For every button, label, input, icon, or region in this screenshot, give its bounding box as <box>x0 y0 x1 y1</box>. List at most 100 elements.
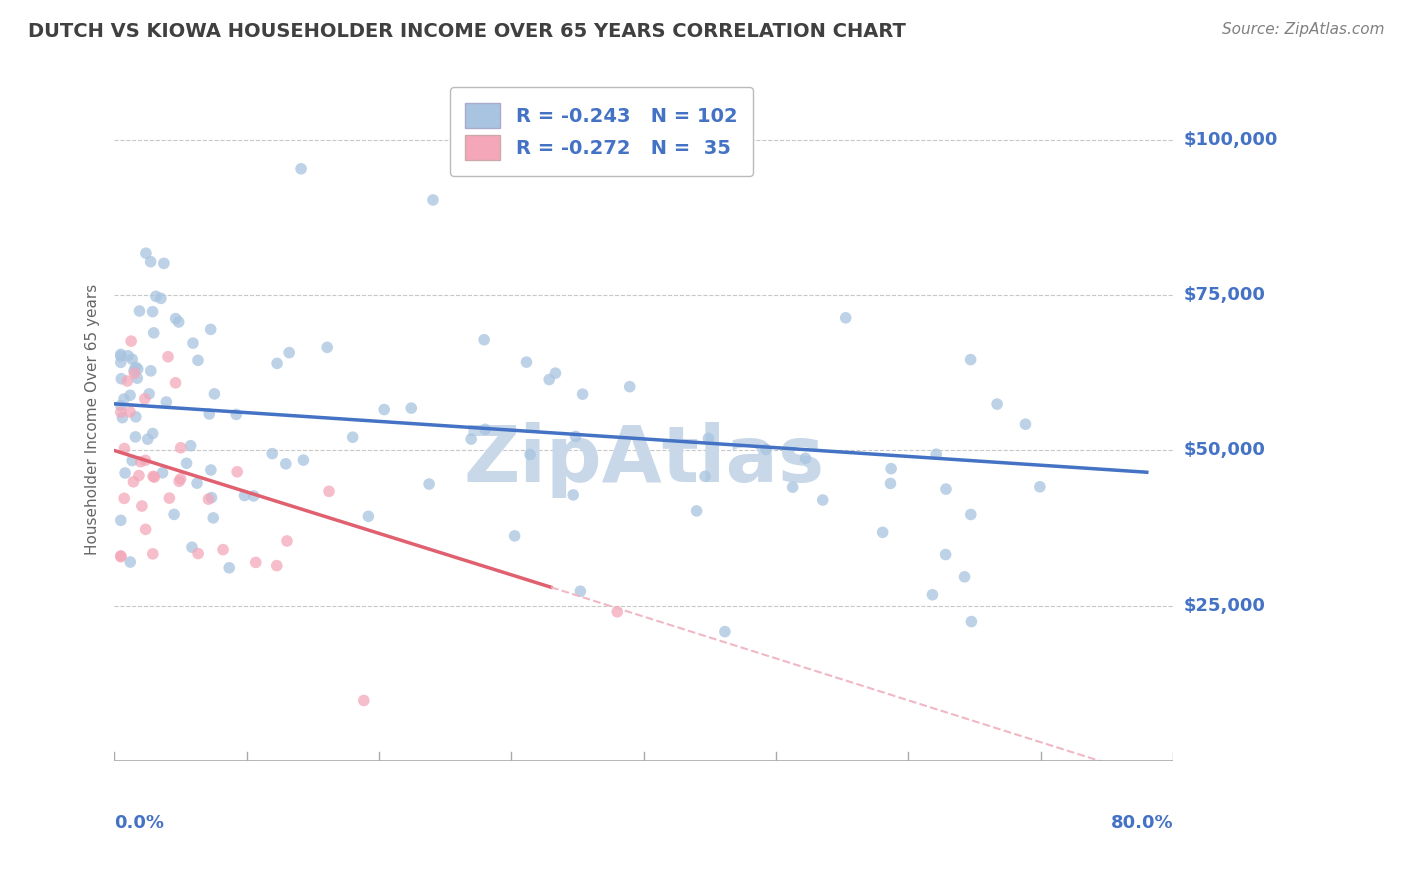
Point <box>139 364 162 378</box>
Point <box>418 477 440 491</box>
Point <box>124 360 146 375</box>
Point <box>153 256 176 270</box>
Point <box>131 499 153 513</box>
Point <box>266 356 288 370</box>
Point <box>112 392 135 406</box>
Point <box>121 352 143 367</box>
Point <box>197 492 219 507</box>
Point <box>318 484 340 499</box>
Point <box>142 326 165 340</box>
Text: ZipAtlas: ZipAtlas <box>463 423 824 499</box>
Point <box>167 475 190 489</box>
Point <box>110 513 132 527</box>
Point <box>714 624 737 639</box>
Point <box>198 407 221 421</box>
Point <box>138 387 160 401</box>
Point <box>693 469 716 483</box>
Point <box>139 254 162 268</box>
Point <box>202 511 225 525</box>
Point <box>276 533 298 548</box>
Point <box>127 371 149 385</box>
Point <box>278 345 301 359</box>
Point <box>811 493 834 508</box>
Point <box>685 504 707 518</box>
Text: 0.0%: 0.0% <box>114 814 165 832</box>
Text: 80.0%: 80.0% <box>1111 814 1173 832</box>
Point <box>110 399 132 413</box>
Point <box>225 408 247 422</box>
Point <box>111 410 134 425</box>
Point <box>170 441 193 455</box>
Point <box>152 466 174 480</box>
Point <box>127 362 149 376</box>
Point <box>274 457 297 471</box>
Point <box>606 605 628 619</box>
Point <box>262 447 284 461</box>
Point <box>136 432 159 446</box>
Point <box>1029 480 1052 494</box>
Point <box>110 347 132 361</box>
Point <box>1014 417 1036 432</box>
Point <box>519 447 541 461</box>
Point <box>112 442 135 456</box>
Point <box>169 472 191 486</box>
Point <box>544 366 567 380</box>
Point <box>110 355 132 369</box>
Point <box>124 366 146 380</box>
Point <box>110 372 132 386</box>
Point <box>176 456 198 470</box>
Point <box>218 561 240 575</box>
Point <box>697 431 720 445</box>
Point <box>921 588 943 602</box>
Point <box>110 349 132 363</box>
Point <box>266 558 288 573</box>
Point <box>149 292 172 306</box>
Point <box>986 397 1008 411</box>
Text: Source: ZipAtlas.com: Source: ZipAtlas.com <box>1222 22 1385 37</box>
Point <box>959 352 981 367</box>
Point <box>373 402 395 417</box>
Point <box>316 340 339 354</box>
Point <box>401 401 423 416</box>
Point <box>129 455 152 469</box>
Point <box>242 489 264 503</box>
Point <box>135 246 157 260</box>
Point <box>145 289 167 303</box>
Point <box>794 451 817 466</box>
Point <box>755 442 778 457</box>
Point <box>834 310 856 325</box>
Point <box>117 374 139 388</box>
Point <box>538 373 561 387</box>
Point <box>959 508 981 522</box>
Point <box>121 453 143 467</box>
Point <box>353 693 375 707</box>
Point <box>117 349 139 363</box>
Point <box>118 405 141 419</box>
Point <box>124 430 146 444</box>
Point <box>782 480 804 494</box>
Point <box>200 463 222 477</box>
Point <box>110 549 132 563</box>
Point <box>122 475 145 489</box>
Point <box>157 491 180 505</box>
Point <box>187 353 209 368</box>
Point <box>935 548 957 562</box>
Point <box>135 522 157 536</box>
Point <box>181 336 204 351</box>
Point <box>357 509 380 524</box>
Point <box>290 161 312 176</box>
Point <box>142 469 165 483</box>
Point <box>872 525 894 540</box>
Text: $50,000: $50,000 <box>1184 442 1265 459</box>
Point <box>226 465 249 479</box>
Point <box>503 529 526 543</box>
Point <box>167 315 190 329</box>
Point <box>134 392 156 406</box>
Point <box>292 453 315 467</box>
Point <box>569 584 592 599</box>
Point <box>245 556 267 570</box>
Point <box>200 491 222 505</box>
Point <box>953 570 976 584</box>
Point <box>128 304 150 318</box>
Point <box>186 476 208 491</box>
